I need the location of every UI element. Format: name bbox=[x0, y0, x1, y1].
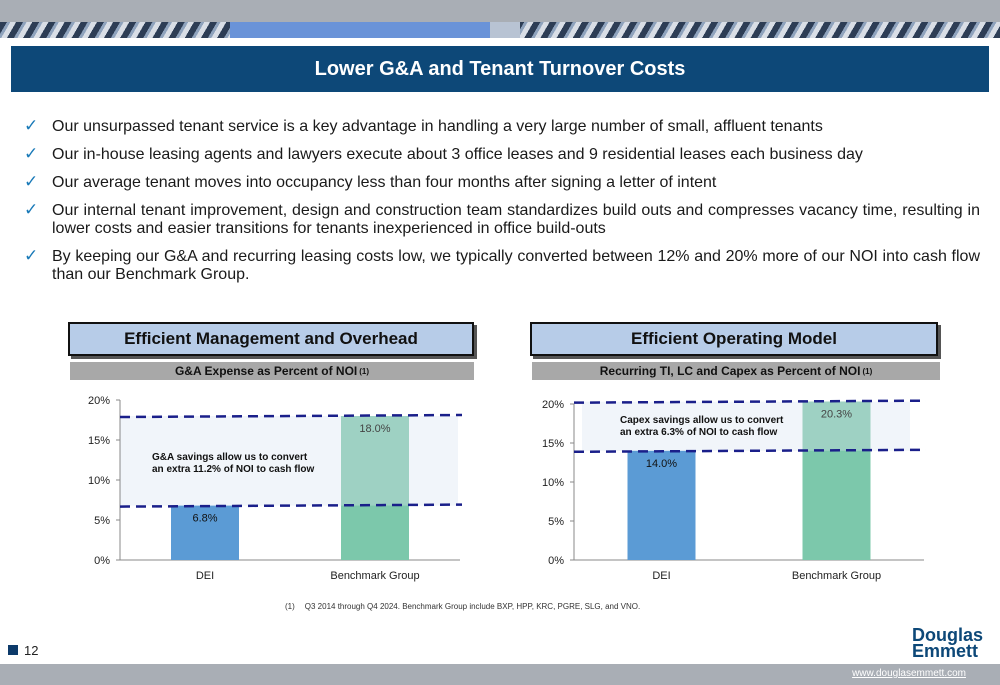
bar-value-label: 18.0% bbox=[359, 423, 390, 435]
savings-annotation-line: Capex savings allow us to convert bbox=[620, 415, 784, 426]
bullet-text: Our in-house leasing agents and lawyers … bbox=[52, 146, 863, 163]
bullet-text: Our average tenant moves into occupancy … bbox=[52, 174, 717, 191]
y-tick-label: 15% bbox=[542, 438, 564, 450]
dei-bar bbox=[171, 505, 239, 560]
slide-title: Lower G&A and Tenant Turnover Costs bbox=[11, 46, 989, 92]
benchmark-bar-upper bbox=[341, 416, 409, 506]
reference-dashed-line bbox=[119, 413, 463, 419]
bullet-text: Our internal tenant improvement, design … bbox=[52, 202, 980, 237]
sky-area-2 bbox=[490, 22, 520, 38]
checkmark-icon: ✓ bbox=[24, 200, 39, 219]
left-panel-subheader: G&A Expense as Percent of NOI (1) bbox=[70, 362, 474, 380]
logo-line-1: Douglas bbox=[912, 625, 984, 645]
logo-line-2: Emmett bbox=[912, 641, 979, 661]
right-subheader-note: (1) bbox=[862, 366, 873, 376]
right-subheader-text: Recurring TI, LC and Capex as Percent of… bbox=[599, 364, 861, 378]
bottom-gray-strip bbox=[0, 664, 1000, 685]
left-subheader-text: G&A Expense as Percent of NOI bbox=[174, 364, 358, 378]
capex-chart: 0% 5% 10% 15% 20% 14.0% DEI 20.3% Benchmark Grou… bbox=[542, 399, 927, 582]
bullet-list: ✓ Our unsurpassed tenant service is a key… bbox=[24, 116, 980, 294]
footnote-number: (1) bbox=[285, 602, 295, 611]
bar-value-label: 14.0% bbox=[646, 458, 677, 470]
y-tick-label: 5% bbox=[94, 515, 110, 527]
bullet-item: ✓ Our internal tenant improvement, design… bbox=[24, 200, 980, 238]
footnote-text: Q3 2014 through Q4 2024. Benchmark Group… bbox=[304, 602, 641, 611]
checkmark-icon: ✓ bbox=[24, 172, 39, 191]
page-marker-square bbox=[8, 645, 18, 655]
category-label: Benchmark Group bbox=[330, 570, 419, 582]
ga-expense-chart: 0% 5% 10% 15% 20% 6.8% DEI 18.0% Benchmark Group… bbox=[88, 395, 463, 582]
bullet-item: ✓ Our in-house leasing agents and lawyers… bbox=[24, 144, 980, 164]
checkmark-icon: ✓ bbox=[24, 144, 39, 163]
bar-value-label: 20.3% bbox=[821, 409, 852, 421]
savings-annotation-line: an extra 11.2% of NOI to cash flow bbox=[152, 464, 314, 475]
y-tick-label: 10% bbox=[542, 477, 564, 489]
reference-dashed-line bbox=[119, 503, 463, 508]
savings-annotation-line: G&A savings allow us to convert bbox=[152, 452, 308, 463]
dei-bar bbox=[627, 450, 696, 560]
y-tick-label: 20% bbox=[88, 395, 110, 407]
savings-annotation-line: an extra 6.3% of NOI to cash flow bbox=[620, 427, 777, 438]
bar-value-label: 6.8% bbox=[192, 513, 217, 525]
right-panel-subheader: Recurring TI, LC and Capex as Percent of… bbox=[532, 362, 940, 380]
bullet-item: ✓ Our unsurpassed tenant service is a key… bbox=[24, 116, 980, 136]
bullet-text: By keeping our G&A and recurring leasing… bbox=[52, 248, 980, 283]
category-label: DEI bbox=[196, 570, 214, 582]
reference-dashed-line bbox=[573, 448, 927, 454]
top-gray-strip bbox=[0, 0, 1000, 22]
company-logo: Douglas Emmett bbox=[912, 625, 984, 661]
page-number: 12 bbox=[24, 643, 39, 658]
y-tick-label: 5% bbox=[548, 516, 564, 528]
y-tick-label: 10% bbox=[88, 475, 110, 487]
y-tick-label: 0% bbox=[548, 555, 564, 567]
y-tick-label: 20% bbox=[542, 399, 564, 411]
y-tick-label: 15% bbox=[88, 435, 110, 447]
checkmark-icon: ✓ bbox=[24, 246, 39, 265]
category-label: Benchmark Group bbox=[792, 570, 881, 582]
footnote: (1) Q3 2014 through Q4 2024. Benchmark Gr… bbox=[285, 602, 640, 611]
checkmark-icon: ✓ bbox=[24, 116, 39, 135]
left-subheader-note: (1) bbox=[359, 366, 370, 376]
building-photo-banner bbox=[0, 22, 1000, 38]
right-panel-header: Efficient Operating Model bbox=[530, 322, 938, 356]
bullet-text: Our unsurpassed tenant service is a key … bbox=[52, 118, 823, 135]
left-panel-header: Efficient Management and Overhead bbox=[68, 322, 474, 356]
sky-area bbox=[230, 22, 490, 38]
bullet-item: ✓ Our average tenant moves into occupancy… bbox=[24, 172, 980, 192]
bullet-item: ✓ By keeping our G&A and recurring leasin… bbox=[24, 246, 980, 284]
y-tick-label: 0% bbox=[94, 555, 110, 567]
category-label: DEI bbox=[652, 570, 670, 582]
reference-dashed-line bbox=[573, 399, 927, 404]
benchmark-bar-upper bbox=[802, 401, 871, 451]
website-link[interactable]: www.douglasemmett.com bbox=[852, 668, 966, 679]
